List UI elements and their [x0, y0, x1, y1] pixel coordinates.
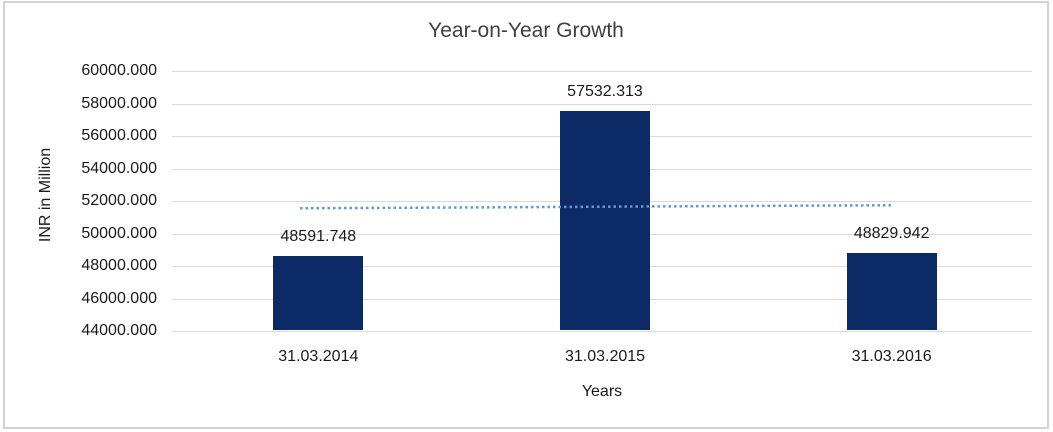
y-tick-label: 56000.000	[81, 127, 157, 144]
chart-frame: Year-on-Year Growth INR in Million 44000…	[3, 1, 1049, 429]
x-category-label: 31.03.2016	[851, 348, 932, 365]
y-tick-label: 46000.000	[81, 289, 157, 307]
bar-31.03.2016	[846, 252, 937, 330]
bar-value-label: 48829.942	[853, 224, 930, 242]
y-tick-label: 60000.000	[81, 62, 157, 79]
bar-value-label: 48591.748	[280, 228, 357, 246]
x-category-label: 31.03.2014	[278, 348, 359, 365]
x-category-label: 31.03.2015	[564, 348, 646, 365]
y-tick-label: 52000.000	[81, 192, 157, 209]
gridline	[172, 71, 1032, 72]
y-tick-label: 58000.000	[81, 94, 157, 112]
y-tick-label: 44000.000	[81, 322, 157, 339]
bar-31.03.2015	[560, 111, 650, 330]
x-axis-title: Years	[581, 383, 623, 400]
gridline	[172, 103, 1032, 105]
gridline	[172, 331, 1032, 332]
bar-value-label: 57532.313	[567, 83, 643, 101]
bar-chart: Year-on-Year Growth INR in Million 44000…	[5, 3, 1047, 427]
chart-title: Year-on-Year Growth	[428, 19, 624, 42]
y-tick-label: 50000.000	[81, 224, 157, 242]
y-tick-label: 48000.000	[81, 257, 157, 274]
y-tick-label: 54000.000	[81, 159, 157, 177]
bar-31.03.2014	[273, 256, 364, 330]
